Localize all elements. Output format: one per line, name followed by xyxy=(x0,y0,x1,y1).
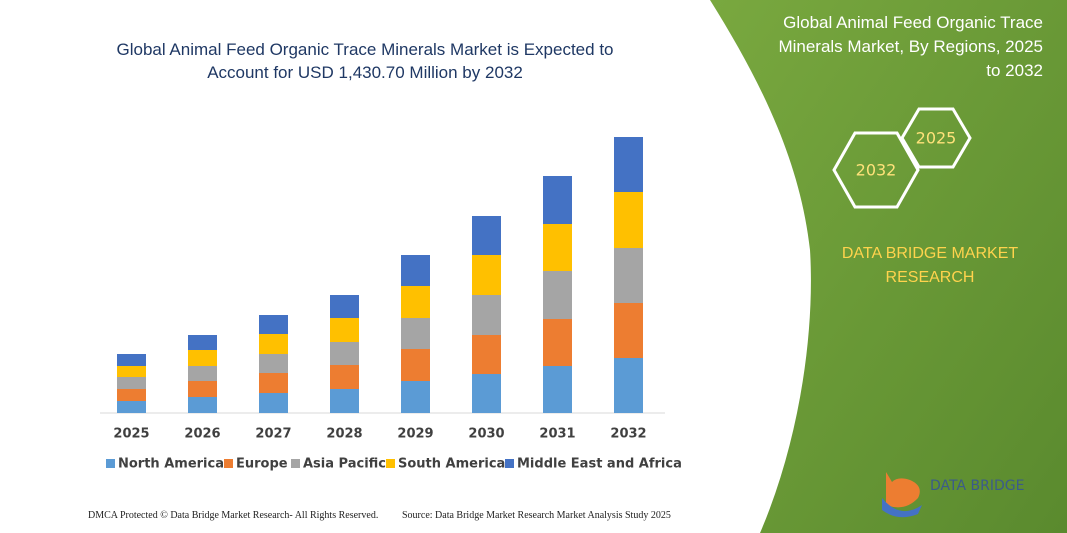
bar-segment xyxy=(401,286,430,318)
x-tick-label: 2025 xyxy=(113,427,149,442)
bar-segment xyxy=(330,295,359,318)
bar-segment xyxy=(614,137,643,192)
green-panel xyxy=(710,0,1067,533)
bar-segment xyxy=(472,295,501,335)
bar-segment xyxy=(259,393,288,413)
legend-label: Middle East and Africa xyxy=(517,457,682,472)
bar-segment xyxy=(614,192,643,248)
bar-segment xyxy=(543,176,572,224)
x-tick-label: 2029 xyxy=(397,427,433,442)
panel-title: Global Animal Feed Organic Trace Mineral… xyxy=(778,13,1043,80)
x-tick-label: 2028 xyxy=(326,427,362,442)
hexagon xyxy=(900,107,972,169)
bar-segment xyxy=(259,373,288,393)
bar-segment xyxy=(259,354,288,373)
bar-segment xyxy=(188,335,217,350)
bar-segment xyxy=(117,366,146,377)
bar-segment xyxy=(188,381,217,397)
bar-segment xyxy=(259,334,288,354)
bar-segment xyxy=(188,397,217,413)
x-tick-label: 2030 xyxy=(468,427,504,442)
legend-label: Europe xyxy=(236,457,288,472)
bar-segment xyxy=(401,381,430,413)
hex-label: 2025 xyxy=(916,129,957,148)
x-tick-label: 2027 xyxy=(255,427,291,442)
footer-left: DMCA Protected © Data Bridge Market Rese… xyxy=(88,510,379,521)
bar-segment xyxy=(117,401,146,413)
bar-segment xyxy=(117,377,146,389)
x-tick-label: 2031 xyxy=(539,427,575,442)
footer-right: Source: Data Bridge Market Research Mark… xyxy=(402,510,671,521)
bar-segment xyxy=(330,342,359,365)
x-tick-label: 2026 xyxy=(184,427,220,442)
logo-icon xyxy=(882,472,922,518)
bar-segment xyxy=(472,216,501,255)
bar-segment xyxy=(614,248,643,303)
bar-segment xyxy=(401,349,430,381)
bar-segment xyxy=(543,271,572,319)
legend-swatch xyxy=(291,459,300,468)
bar-segment xyxy=(188,366,217,381)
legend-label: North America xyxy=(118,457,224,472)
bar-segment xyxy=(614,358,643,413)
bar-segment xyxy=(259,315,288,334)
hex-label: 2032 xyxy=(856,161,897,180)
bar-segment xyxy=(401,318,430,349)
bar-segment xyxy=(543,319,572,366)
chart-title: Global Animal Feed Organic Trace Mineral… xyxy=(116,40,614,82)
bar-segment xyxy=(330,365,359,389)
bar-segment xyxy=(401,255,430,286)
legend-swatch xyxy=(505,459,514,468)
bar-segment xyxy=(472,255,501,295)
logo-text: DATA BRIDGE xyxy=(930,478,1024,494)
brand: DATA BRIDGE MARKET RESEARCH xyxy=(841,245,1019,286)
bar-segment xyxy=(543,366,572,413)
x-tick-label: 2032 xyxy=(610,427,646,442)
bar-segment xyxy=(330,318,359,342)
bar-segment xyxy=(543,224,572,271)
legend-label: Asia Pacific xyxy=(303,457,386,472)
legend-swatch xyxy=(386,459,395,468)
bar-segment xyxy=(117,389,146,401)
bar-segment xyxy=(117,354,146,366)
legend-swatch xyxy=(224,459,233,468)
bar-segment xyxy=(472,374,501,413)
bar-segment xyxy=(472,335,501,374)
bar-segment xyxy=(614,303,643,358)
bar-segment xyxy=(330,389,359,413)
legend-label: South America xyxy=(398,457,505,472)
bar-segment xyxy=(188,350,217,366)
hexagon xyxy=(832,131,920,209)
legend-swatch xyxy=(106,459,115,468)
